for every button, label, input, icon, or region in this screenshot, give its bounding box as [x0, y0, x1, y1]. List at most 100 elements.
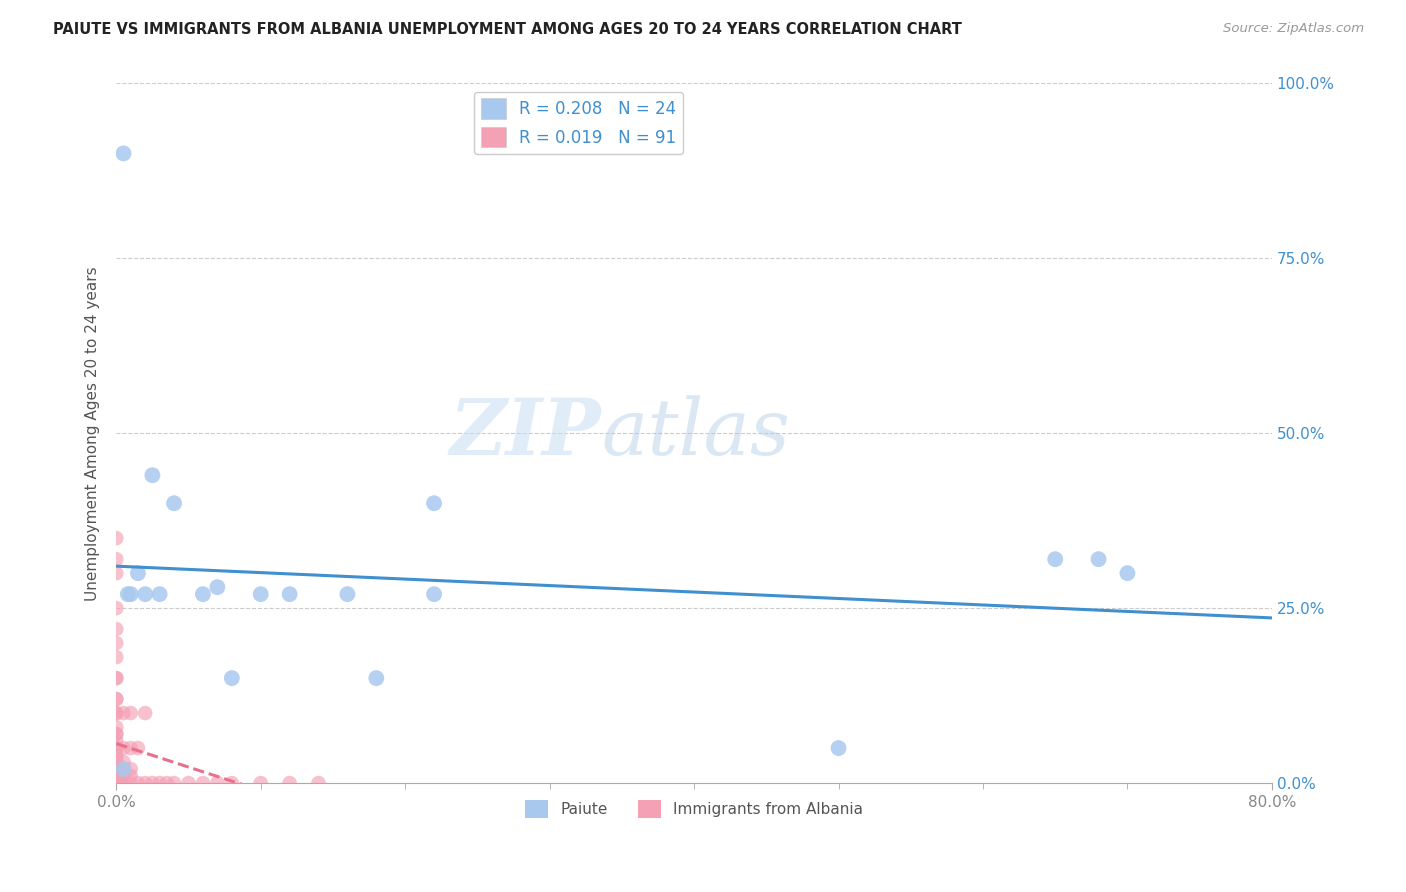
Point [105, 751, 128, 765]
Point [112, 741, 135, 756]
Point [105, 720, 128, 734]
Point [134, 706, 156, 720]
Point [191, 587, 214, 601]
Point [249, 776, 271, 790]
Point [163, 776, 186, 790]
Point [249, 587, 271, 601]
Point [105, 776, 128, 790]
Point [105, 622, 128, 636]
Point [423, 587, 446, 601]
Point [177, 776, 200, 790]
Point [141, 468, 163, 483]
Point [105, 741, 128, 756]
Point [105, 734, 128, 748]
Point [105, 741, 128, 756]
Point [221, 776, 243, 790]
Point [105, 776, 128, 790]
Point [105, 776, 128, 790]
Point [105, 769, 128, 783]
Text: atlas: atlas [602, 395, 790, 471]
Point [141, 776, 163, 790]
Y-axis label: Unemployment Among Ages 20 to 24 years: Unemployment Among Ages 20 to 24 years [86, 266, 100, 600]
Point [112, 772, 135, 787]
Point [105, 776, 128, 790]
Legend: Paiute, Immigrants from Albania: Paiute, Immigrants from Albania [519, 794, 869, 824]
Point [278, 587, 301, 601]
Point [120, 762, 142, 776]
Point [112, 762, 135, 776]
Point [105, 776, 128, 790]
Point [105, 566, 128, 581]
Point [105, 776, 128, 790]
Point [366, 671, 388, 685]
Point [112, 146, 135, 161]
Point [149, 776, 172, 790]
Point [105, 636, 128, 650]
Point [105, 671, 128, 685]
Point [105, 706, 128, 720]
Point [1087, 552, 1109, 566]
Point [207, 776, 229, 790]
Point [105, 762, 128, 776]
Point [105, 772, 128, 787]
Point [105, 776, 128, 790]
Point [308, 776, 330, 790]
Point [105, 758, 128, 772]
Text: ZIP: ZIP [450, 395, 602, 472]
Point [336, 587, 359, 601]
Point [112, 776, 135, 790]
Point [112, 762, 135, 776]
Point [105, 776, 128, 790]
Point [105, 776, 128, 790]
Point [105, 772, 128, 787]
Point [127, 566, 149, 581]
Text: PAIUTE VS IMMIGRANTS FROM ALBANIA UNEMPLOYMENT AMONG AGES 20 TO 24 YEARS CORRELA: PAIUTE VS IMMIGRANTS FROM ALBANIA UNEMPL… [53, 22, 962, 37]
Point [1045, 552, 1067, 566]
Point [105, 776, 128, 790]
Point [221, 671, 243, 685]
Point [105, 769, 128, 783]
Point [112, 755, 135, 769]
Point [105, 650, 128, 665]
Point [156, 776, 179, 790]
Point [117, 587, 139, 601]
Point [149, 587, 172, 601]
Point [105, 776, 128, 790]
Point [105, 776, 128, 790]
Point [120, 587, 142, 601]
Text: Source: ZipAtlas.com: Source: ZipAtlas.com [1223, 22, 1364, 36]
Point [1116, 566, 1139, 581]
Point [105, 747, 128, 762]
Point [105, 741, 128, 756]
Point [105, 727, 128, 741]
Point [120, 706, 142, 720]
Point [423, 496, 446, 510]
Point [105, 706, 128, 720]
Point [105, 755, 128, 769]
Point [112, 769, 135, 783]
Point [105, 531, 128, 545]
Point [105, 776, 128, 790]
Point [134, 587, 156, 601]
Point [105, 776, 128, 790]
Point [105, 776, 128, 790]
Point [827, 741, 849, 756]
Point [105, 552, 128, 566]
Point [105, 776, 128, 790]
Point [105, 762, 128, 776]
Point [120, 776, 142, 790]
Point [112, 706, 135, 720]
Point [207, 580, 229, 594]
Point [105, 727, 128, 741]
Point [105, 776, 128, 790]
Point [127, 741, 149, 756]
Point [105, 769, 128, 783]
Point [134, 776, 156, 790]
Point [278, 776, 301, 790]
Point [120, 769, 142, 783]
Point [105, 692, 128, 706]
Point [105, 671, 128, 685]
Point [105, 601, 128, 615]
Point [127, 776, 149, 790]
Point [105, 765, 128, 780]
